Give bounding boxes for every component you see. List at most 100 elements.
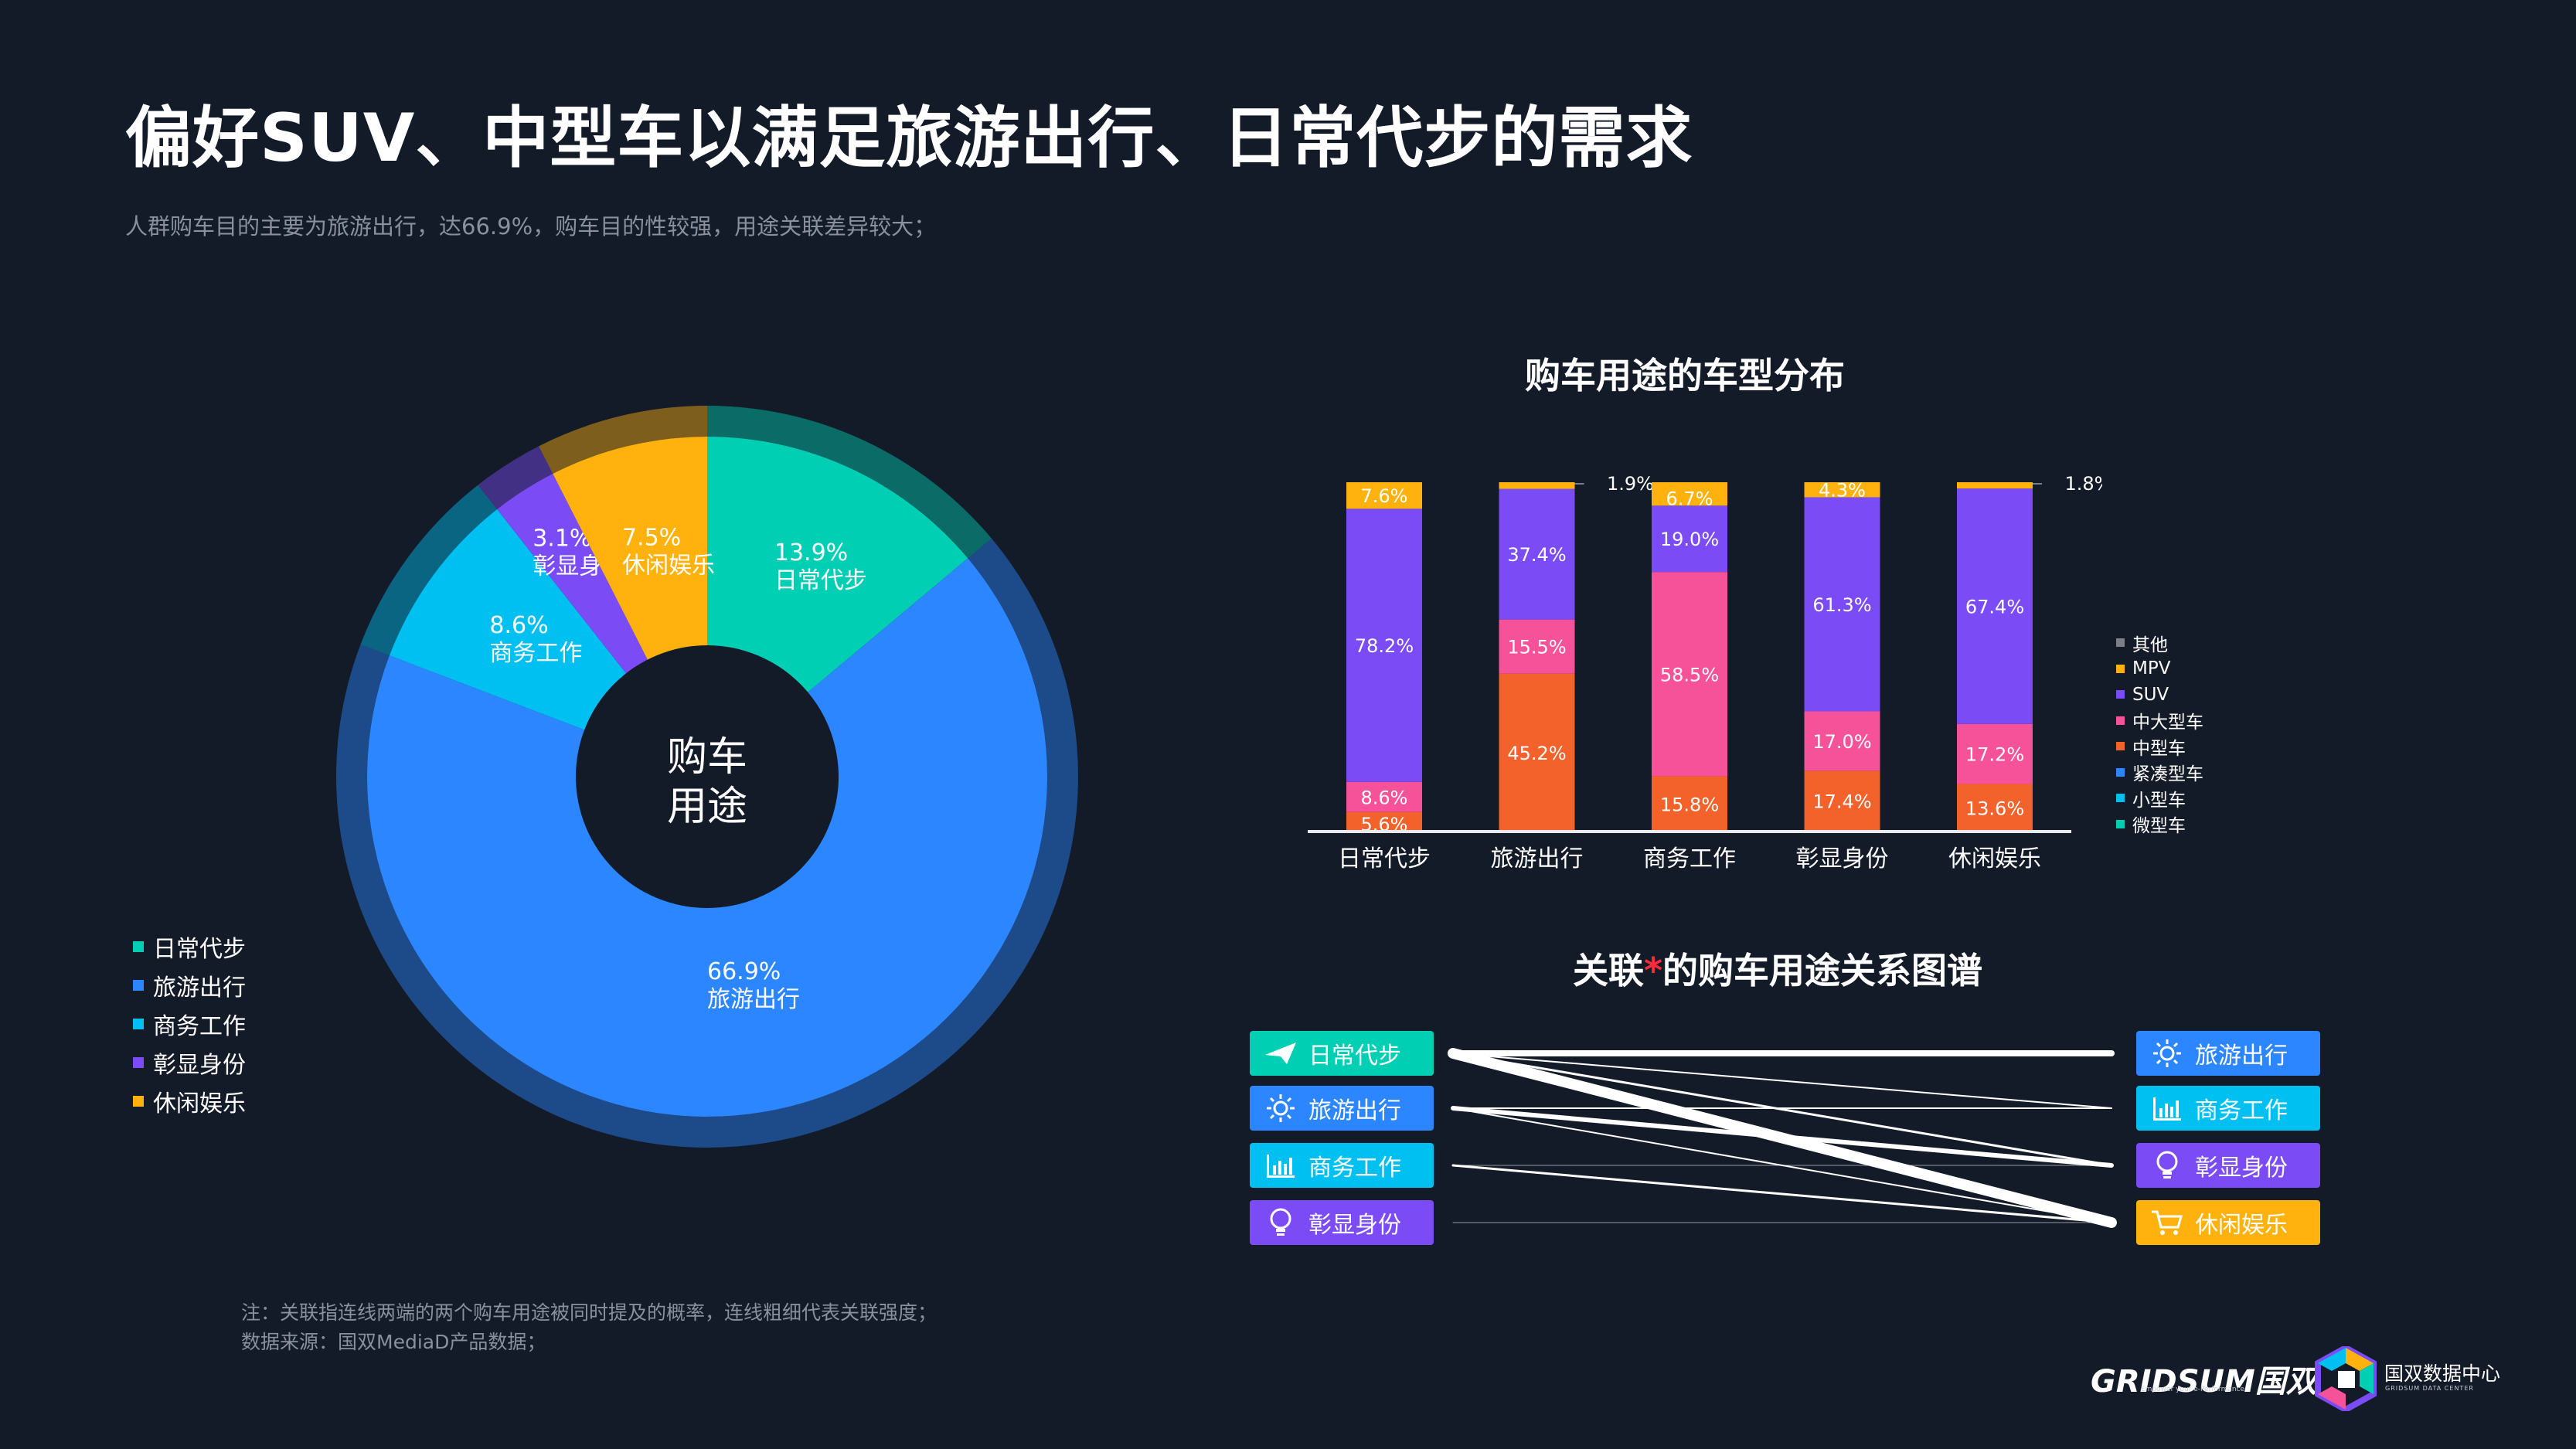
node-label: 日常代步 [1308, 1043, 1401, 1070]
node-label: 旅游出行 [2195, 1043, 2288, 1070]
legend-label: 微型车 [2132, 816, 2186, 837]
node-label: 商务工作 [1308, 1155, 1401, 1182]
bar-legend-item: MPV [2116, 656, 2203, 682]
pie-value-label: 7.5% [622, 524, 681, 551]
bar-value-label: 78.2% [1355, 635, 1414, 657]
legend-label: 小型车 [2132, 790, 2186, 811]
bar-legend-item: 其他 [2116, 630, 2203, 656]
sun-icon [1264, 1091, 1298, 1125]
note-line: 注：关联指连线两端的两个购车用途被同时提及的概率，连线粗细代表关联强度； [241, 1301, 938, 1324]
datacenter-logo-text: 国双数据中心 [2384, 1362, 2501, 1385]
right-node-3: 彰显身份 [2136, 1143, 2320, 1188]
legend-label: 其他 [2132, 634, 2168, 655]
legend-swatch [133, 1057, 144, 1068]
bar-value-label: 13.6% [1965, 798, 2024, 819]
lightbulb-icon [1264, 1206, 1298, 1240]
bar-legend-item: 小型车 [2116, 785, 2203, 811]
legend-label: 彰显身份 [153, 1052, 246, 1079]
bar-segment [1804, 497, 1880, 712]
footnotes: 注：关联指连线两端的两个购车用途被同时提及的概率，连线粗细代表关联强度； 数据来… [241, 1298, 937, 1357]
page-subtitle: 人群购车目的主要为旅游出行，达66.9%，购车目的性较强，用途关联差异较大； [125, 213, 937, 240]
bar-segment [1957, 784, 2033, 832]
node-label: 彰显身份 [2195, 1155, 2288, 1182]
pie-outer-ring-2 [335, 538, 1078, 1148]
bar-legend-item: 紧凑型车 [2116, 760, 2203, 786]
bar-value-label: 19.0% [1660, 529, 1719, 550]
legend-swatch [2116, 690, 2125, 699]
node-label: 休闲娱乐 [2195, 1212, 2288, 1239]
bar-chart-title: 购车用途的车型分布 [1525, 355, 1845, 396]
pie-legend-item: 彰显身份 [133, 1043, 246, 1082]
bar-legend: 其他 MPV SUV 中大型车 中型车 紧凑型车 小型车 微型车 [2116, 630, 2203, 837]
bar-value-label: 37.4% [1507, 544, 1566, 566]
bar-segment [1346, 482, 1422, 509]
pie-legend-item: 旅游出行 [133, 966, 246, 1005]
bar-category-label: 彰显身份 [1796, 845, 1889, 872]
bar-segment [1957, 488, 2033, 724]
legend-swatch [2116, 638, 2125, 648]
bar-segment [1499, 673, 1575, 832]
bar-segment [1346, 781, 1422, 812]
pie-value-label: 8.6% [489, 612, 548, 639]
network-link [1451, 1164, 2113, 1224]
pie-category-label: 日常代步 [774, 567, 867, 594]
legend-label: 休闲娱乐 [153, 1090, 246, 1117]
pie-legend-item: 休闲娱乐 [133, 1082, 246, 1121]
bar-value-label: 15.5% [1507, 637, 1566, 658]
pie-outer-ring-3 [360, 485, 498, 656]
bar-value-label: 58.5% [1660, 664, 1719, 685]
legend-label: MPV [2132, 658, 2171, 679]
pie-outer-ring-1 [707, 406, 992, 559]
legend-swatch [2116, 716, 2125, 725]
pie-value-label: 13.9% [774, 539, 848, 566]
page-title: 偏好SUV、中型车以满足旅游出行、日常代步的需求 [125, 100, 1693, 177]
pie-category-label: 旅游出行 [707, 986, 800, 1013]
bar-segment [1957, 482, 2033, 489]
legend-swatch [2116, 794, 2125, 803]
pie-legend-item: 商务工作 [133, 1005, 246, 1043]
bar-segment [1346, 509, 1422, 782]
left-node-2: 旅游出行 [1250, 1086, 1434, 1131]
donut-chart: 13.9%日常代步66.9%旅游出行8.6%商务工作3.1%彰显身份7.5%休闲… [335, 406, 1078, 1148]
bar-value-label: 6.7% [1666, 488, 1713, 509]
node-label: 旅游出行 [1308, 1097, 1401, 1124]
left-node-4: 彰显身份 [1250, 1200, 1434, 1245]
legend-swatch [2116, 767, 2125, 777]
bar-value-label: 4.3% [1819, 479, 1866, 501]
bar-segment [1346, 811, 1422, 832]
pie-outer-ring-5 [539, 406, 707, 474]
node-label: 商务工作 [2195, 1097, 2288, 1124]
left-node-1: 日常代步 [1250, 1031, 1434, 1076]
bar-legend-item: 中型车 [2116, 733, 2203, 760]
bar-segment [1652, 505, 1727, 573]
bar-category-label: 旅游出行 [1491, 845, 1584, 872]
pie-category-label: 商务工作 [489, 640, 582, 667]
legend-swatch [2116, 819, 2125, 828]
pie-category-label: 休闲娱乐 [622, 552, 715, 579]
bar-segment [1957, 723, 2033, 784]
gridsum-tagline: Empower your e-Performance [2141, 1386, 2245, 1393]
sun-icon [2150, 1036, 2184, 1070]
bar-category-label: 休闲娱乐 [1948, 845, 2041, 872]
bar-segment [1804, 711, 1880, 771]
source-line: 数据来源：国双MediaD产品数据； [241, 1331, 546, 1353]
bar-category-label: 商务工作 [1643, 845, 1736, 872]
legend-swatch [2116, 742, 2125, 751]
right-node-1: 旅游出行 [2136, 1031, 2320, 1076]
bar-value-label: 1.9% [1607, 473, 1654, 495]
bar-segment [1499, 482, 1575, 489]
pie-outer-ring-4 [478, 446, 553, 510]
bar-chart-icon [1264, 1148, 1298, 1182]
bar-value-label: 45.2% [1507, 743, 1566, 764]
pie-legend-item: 日常代步 [133, 927, 246, 966]
legend-label: 日常代步 [153, 936, 246, 963]
bar-value-label: 67.4% [1965, 596, 2024, 617]
network-title: 关联*的购车用途关系图谱 [1572, 950, 1983, 992]
bar-value-label: 1.8% [2065, 473, 2102, 495]
bar-value-label: 15.8% [1660, 794, 1719, 815]
bar-chart-icon [2150, 1091, 2184, 1125]
pie-legend: 日常代步旅游出行 商务工作彰显身份休闲娱乐 [133, 927, 246, 1121]
datacenter-logo-icon [2315, 1346, 2377, 1411]
bar-legend-item: 中大型车 [2116, 708, 2203, 734]
legend-label: 中型车 [2132, 738, 2186, 759]
